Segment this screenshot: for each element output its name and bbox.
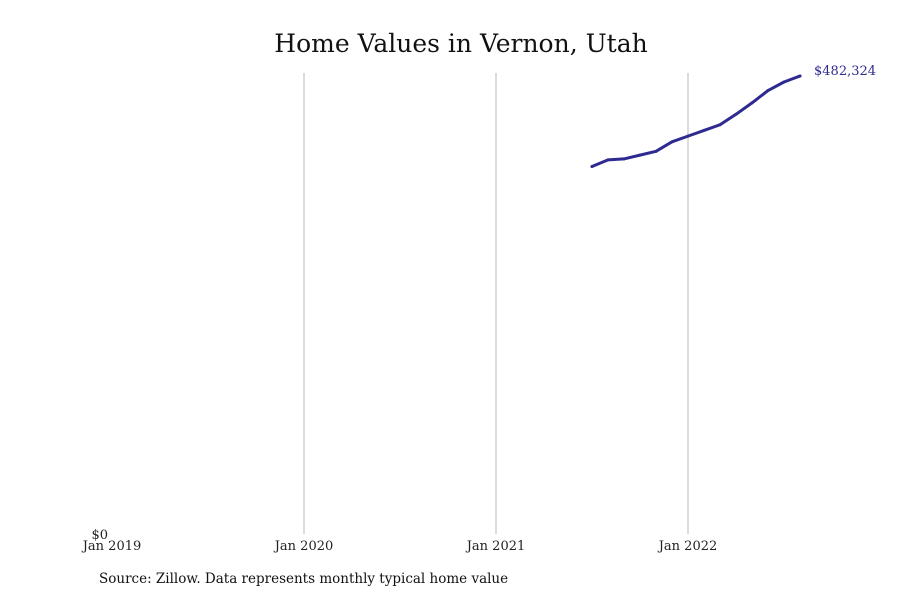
x-tick-label: Jan 2022 [657,539,718,554]
data-point [654,149,658,153]
data-point [606,158,610,162]
chart-title: Home Values in Vernon, Utah [274,29,647,58]
data-point [686,134,690,138]
data-point [798,74,802,78]
data-point [622,157,626,161]
x-tick-label: Jan 2019 [81,539,142,554]
data-point [638,153,642,157]
y-tick-label: $0 [91,528,108,543]
data-point [750,101,754,105]
data-point [782,80,786,84]
series-layer [590,74,802,169]
data-point [670,140,674,144]
data-point [718,123,722,127]
end-value-label: $482,324 [814,64,876,79]
data-point [590,165,594,169]
x-tick-label: Jan 2020 [273,539,334,554]
x-tick-label: Jan 2021 [465,539,526,554]
series-line [590,74,802,169]
data-point [766,89,770,93]
labels-layer: Jan 2019 Jan 2020 Jan 2021 Jan 2022 $0 $482,3… [81,64,876,554]
source-note: Source: Zillow. Data represents monthly … [99,571,509,587]
data-point [702,128,706,132]
data-point [734,112,738,116]
gridlines [303,73,689,534]
